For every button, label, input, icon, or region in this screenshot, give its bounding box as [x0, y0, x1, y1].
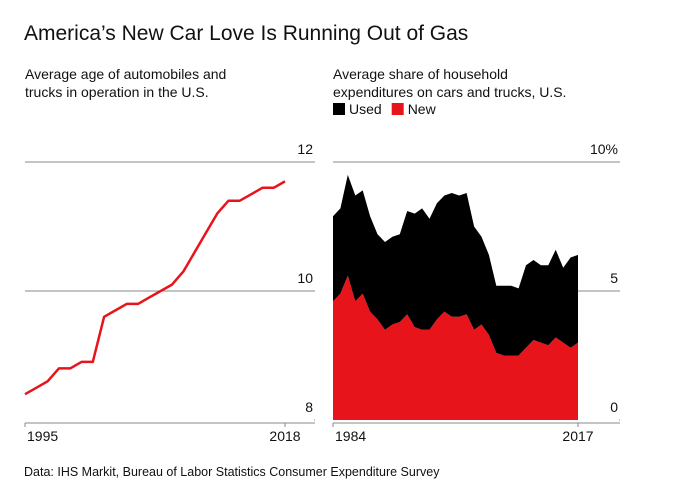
y-tick-label: 10% — [590, 141, 618, 157]
x-tick-label: 2018 — [269, 428, 300, 444]
y-tick-label: 10 — [297, 270, 313, 286]
y-tick-label: 5 — [610, 270, 618, 286]
subtitle: Average age of automobiles and — [25, 66, 226, 82]
y-tick-label: 0 — [610, 399, 618, 415]
area — [333, 174, 578, 356]
y-tick-label: 8 — [305, 399, 313, 415]
source: Data: IHS Markit, Bureau of Labor Statis… — [24, 465, 440, 479]
line — [24, 180, 286, 396]
title: America’s New Car Love Is Running Out of… — [24, 22, 468, 45]
x-tick-label: 1995 — [27, 428, 58, 444]
x-tick-label: 1984 — [335, 428, 366, 444]
subtitle: Average share of household — [333, 66, 508, 82]
subtitle: trucks in operation in the U.S. — [25, 84, 209, 100]
area — [333, 275, 578, 420]
legend-swatch — [333, 103, 345, 115]
legend-label: Used — [349, 101, 382, 117]
y-tick-label: 12 — [297, 141, 313, 157]
legend-label: New — [408, 101, 437, 117]
legend-swatch — [391, 103, 404, 115]
x-tick-label: 2017 — [562, 428, 593, 444]
subtitle: expenditures on cars and trucks, U.S. — [333, 84, 566, 100]
